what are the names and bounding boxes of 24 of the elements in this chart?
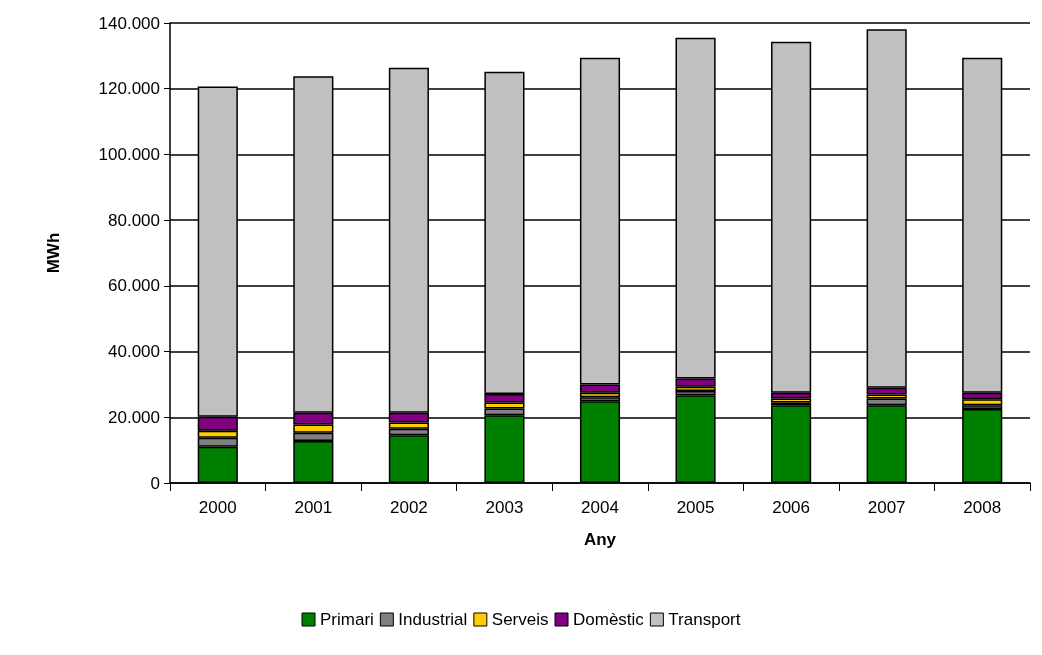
y-tick-label: 0: [150, 473, 160, 493]
y-tick-label: 60.000: [108, 276, 160, 296]
x-tick-label: 2001: [294, 498, 333, 517]
y-tick-label: 120.000: [98, 79, 160, 99]
legend-label: Industrial: [398, 610, 468, 629]
x-tick-label: 2006: [772, 498, 811, 517]
legend-label: Primari: [320, 610, 374, 629]
x-tick-label: 2002: [389, 498, 428, 517]
x-tick-label: 2008: [963, 498, 1002, 517]
y-tick-label: 80.000: [108, 210, 160, 230]
legend-label: Domèstic: [573, 610, 645, 629]
y-tick-label: 140.000: [98, 13, 160, 33]
y-axis-title: MWh: [44, 232, 63, 274]
legend-label: Serveis: [491, 610, 549, 629]
x-tick-label: 2005: [676, 498, 715, 517]
y-tick-label: 100.000: [98, 144, 160, 164]
x-tick-label: 2000: [198, 498, 237, 517]
y-tick-label: 40.000: [108, 342, 160, 362]
legend-label: Transport: [668, 610, 741, 629]
x-tick-label: 2004: [581, 498, 619, 517]
x-tick-label: 2003: [485, 498, 524, 517]
y-tick-label: 20.000: [108, 407, 160, 427]
x-axis-title: Any: [583, 530, 617, 549]
x-tick-label: 2007: [867, 498, 906, 517]
